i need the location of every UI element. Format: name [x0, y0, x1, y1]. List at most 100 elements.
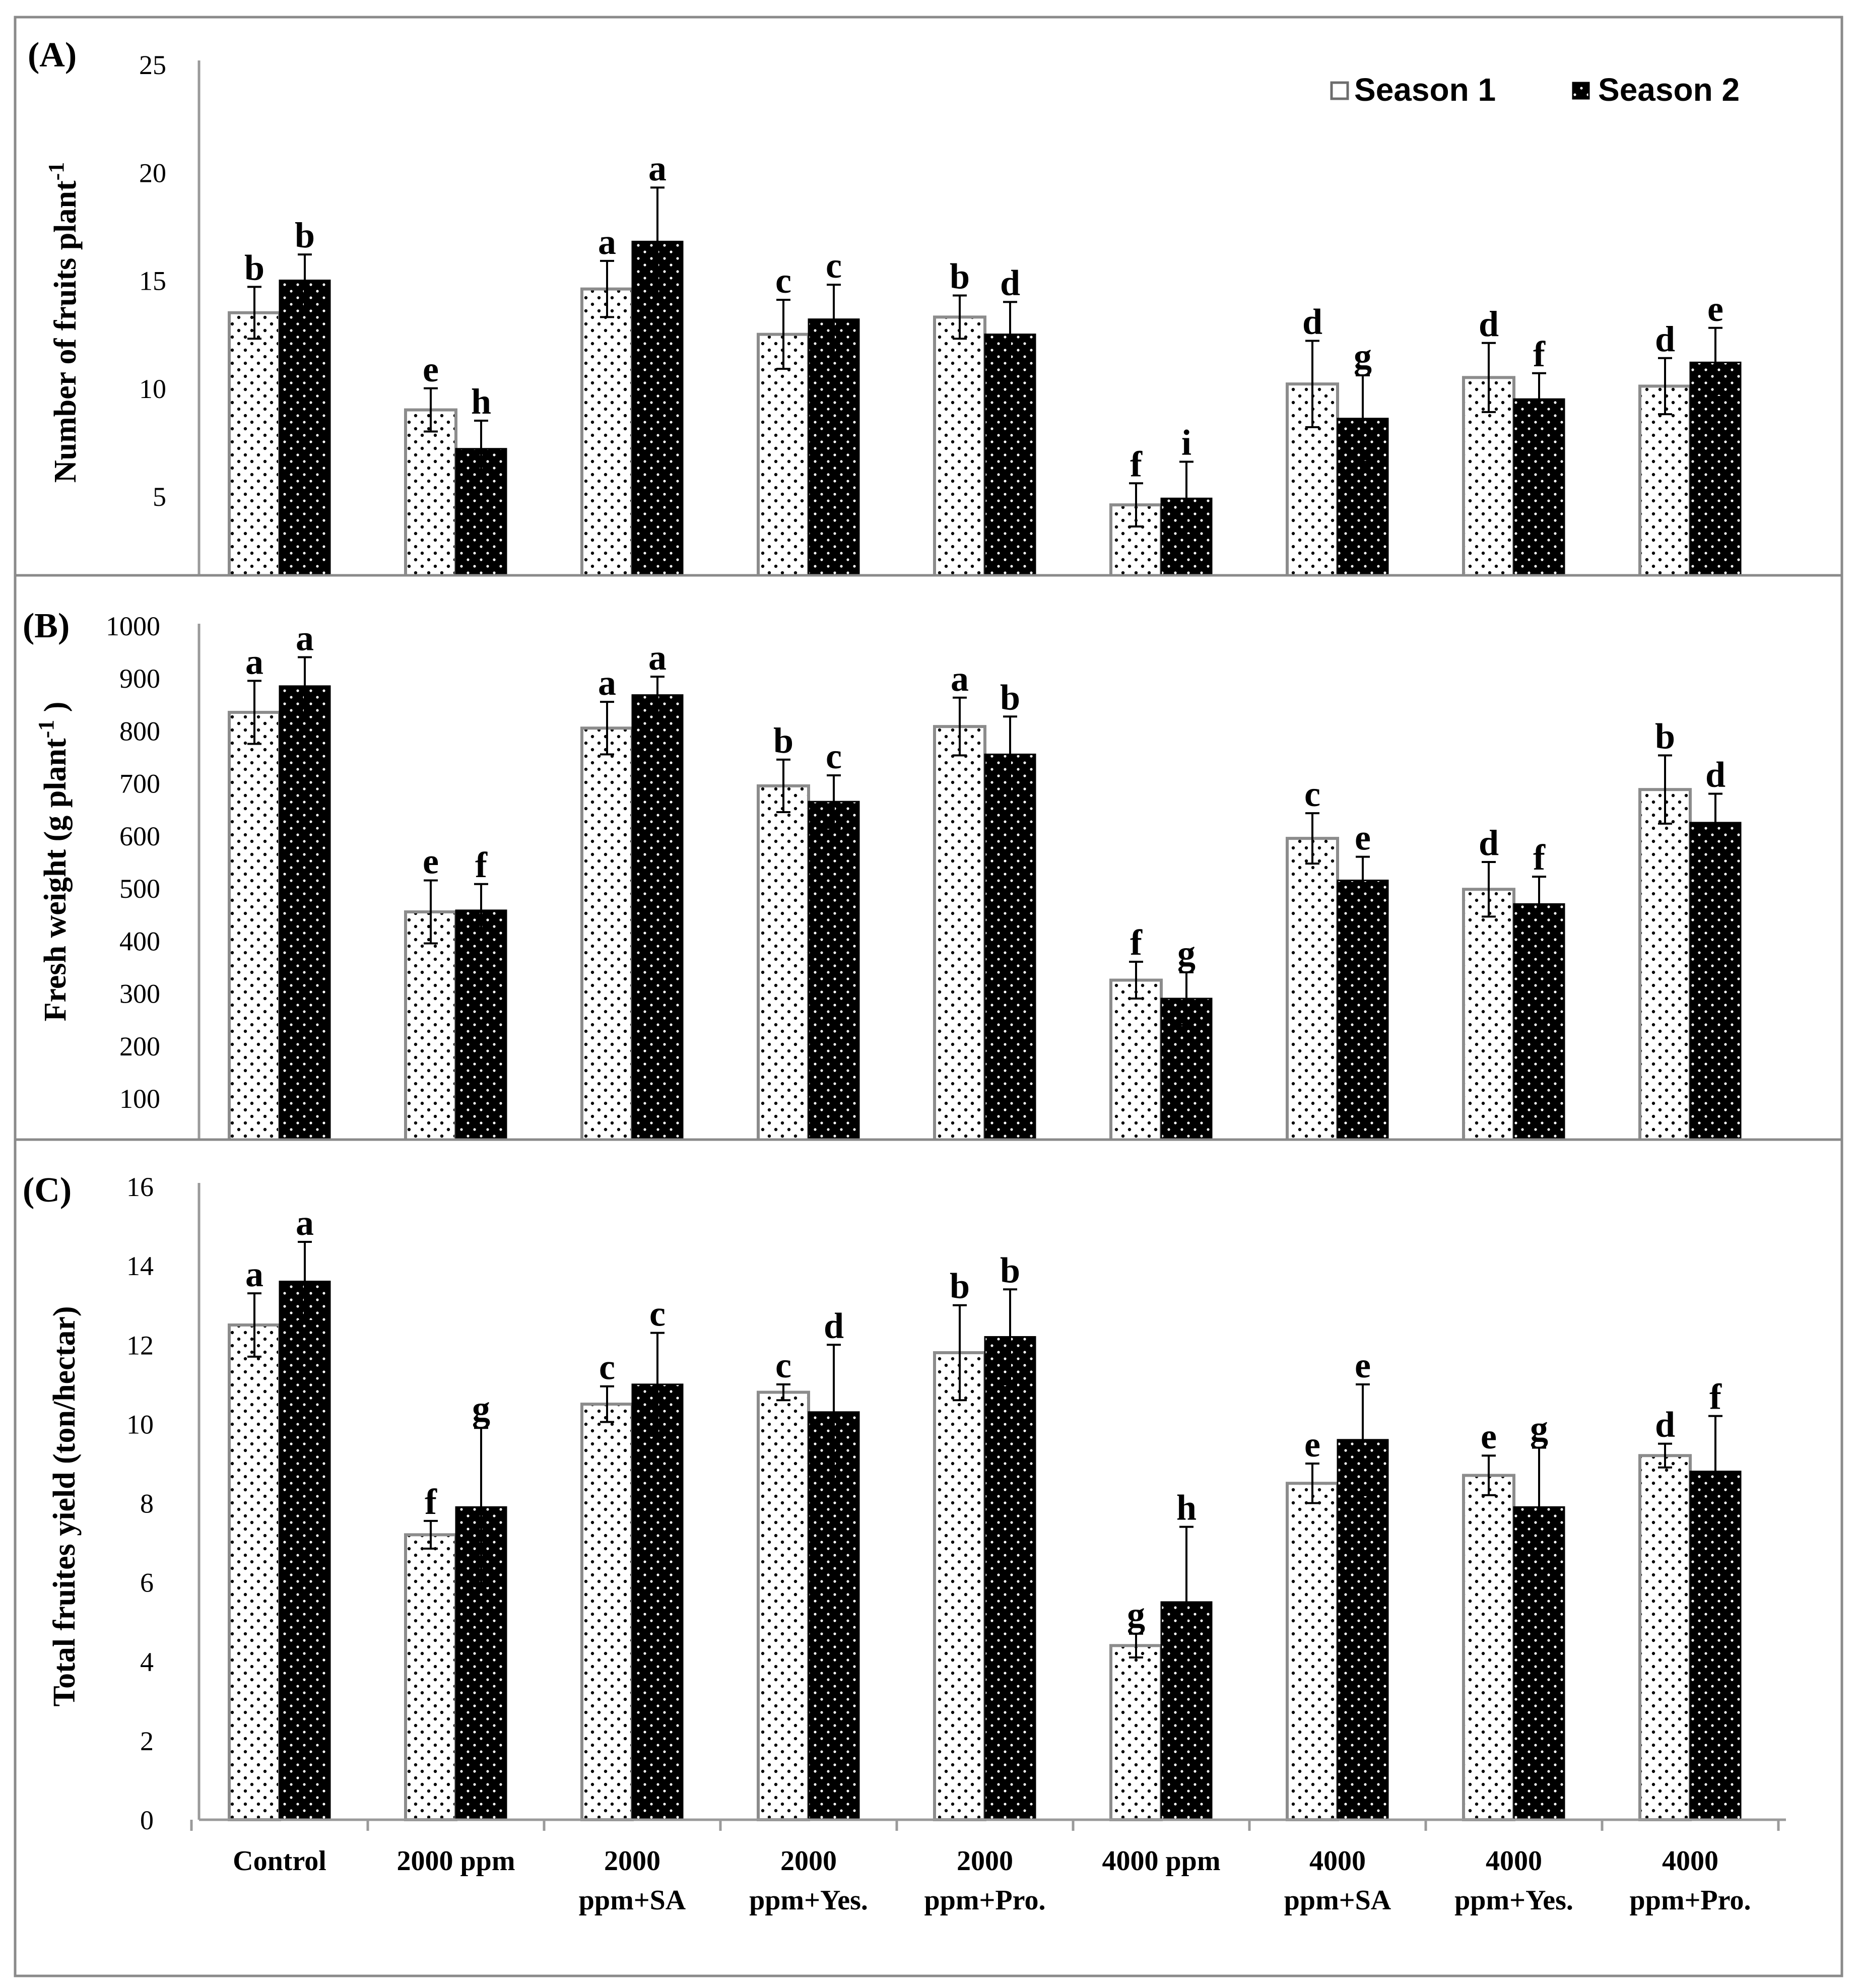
bar-season-1: [580, 726, 634, 1142]
legend-swatch-season-1: [1330, 81, 1349, 100]
significance-letter: c: [826, 245, 842, 286]
significance-letter: e: [1707, 289, 1723, 329]
y-tick-label: 1000: [106, 611, 160, 641]
significance-letter: b: [1000, 677, 1020, 717]
significance-letter: b: [950, 1266, 970, 1306]
x-category-label: 4000 ppm+SA: [1284, 1845, 1391, 1916]
bar-season-1: [228, 1323, 281, 1821]
y-tick-label: 0: [140, 1805, 154, 1835]
significance-letter: h: [471, 381, 491, 422]
significance-letter: h: [1176, 1488, 1197, 1528]
y-tick-label: 6: [140, 1568, 154, 1598]
bar-season-2: [984, 753, 1036, 1142]
panel-label: (C): [23, 1171, 72, 1210]
bar-season-2: [1689, 822, 1742, 1142]
significance-letter: a: [648, 637, 667, 678]
panel-label: (B): [23, 607, 70, 645]
panel-b: (B) 100 200 300 400 500 600 700 800 900 1000 Fresh …: [23, 607, 1742, 1142]
bar-season-2: [1337, 879, 1389, 1142]
y-tick-label: 12: [126, 1330, 154, 1360]
x-category-label: 2000 ppm+SA: [579, 1845, 686, 1916]
significance-letter: b: [950, 256, 970, 296]
x-category-label: 4000 ppm+Yes.: [1454, 1845, 1573, 1916]
significance-letter: f: [1533, 334, 1546, 374]
bar-season-1: [1462, 1474, 1515, 1822]
significance-letter: f: [1130, 922, 1143, 963]
significance-letter: b: [1000, 1250, 1020, 1290]
bar-season-1: [1638, 788, 1692, 1142]
y-tick-label: 10: [139, 374, 166, 404]
significance-letter: f: [1709, 1377, 1722, 1417]
bar-season-2: [1337, 1439, 1389, 1821]
significance-letter: b: [773, 720, 793, 761]
significance-letter: e: [423, 349, 439, 389]
legend: Season 1 Season 2: [1330, 72, 1740, 108]
y-tick-label: 20: [139, 158, 166, 188]
y-tick-label: 2: [140, 1726, 154, 1756]
significance-letter: i: [1181, 422, 1191, 462]
bar-season-1: [580, 1403, 634, 1821]
bar-season-1: [757, 784, 810, 1142]
y-tick-label: 15: [139, 266, 166, 296]
legend-label-season-1: Season 1: [1354, 72, 1496, 108]
bar-season-1: [1286, 837, 1339, 1142]
y-axis-title: Total fruites yield (ton/hectar): [47, 1306, 82, 1707]
panel-label: (A): [28, 36, 77, 75]
bar-season-1: [933, 315, 986, 579]
significance-letter: a: [296, 1203, 314, 1243]
significance-letter: g: [472, 1388, 490, 1429]
x-category-label: 4000 ppm: [1102, 1845, 1221, 1877]
y-tick-label: 25: [139, 50, 166, 80]
significance-letter: d: [1000, 262, 1020, 303]
y-tick-label: 10: [126, 1409, 154, 1439]
significance-letter: b: [1655, 716, 1675, 756]
y-tick-label: 600: [119, 821, 160, 851]
y-tick-label: 800: [119, 716, 160, 746]
significance-letter: d: [1302, 301, 1322, 342]
bar-season-1: [404, 408, 457, 579]
significance-letter: c: [599, 1347, 615, 1387]
bar-season-2: [808, 1411, 860, 1821]
y-tick-label: 300: [119, 979, 160, 1009]
x-category-label: 2000 ppm+Pro.: [924, 1845, 1046, 1916]
y-tick-label: 100: [119, 1084, 160, 1114]
significance-letter: c: [826, 736, 842, 776]
bar-season-1: [933, 725, 986, 1142]
bar-season-1: [228, 311, 281, 579]
significance-letter: a: [245, 1254, 263, 1294]
significance-letter: a: [296, 618, 314, 658]
x-category-label: 2000 ppm: [397, 1845, 515, 1877]
significance-letter: e: [423, 841, 439, 881]
y-tick-label: 4: [140, 1647, 154, 1677]
y-tick-label: 700: [119, 769, 160, 799]
significance-letter: f: [475, 845, 488, 885]
y-axis-title: Fresh weight (g plant-1 ): [34, 702, 73, 1022]
bar-season-2: [279, 1281, 331, 1821]
significance-letter: a: [648, 148, 667, 188]
bar-season-2: [1513, 903, 1565, 1142]
bar-season-1: [404, 1533, 457, 1822]
bar-season-1: [1109, 978, 1163, 1142]
y-tick-label: 5: [153, 482, 166, 512]
significance-letter: e: [1304, 1424, 1320, 1465]
y-tick-label: 400: [119, 926, 160, 956]
significance-letter: a: [598, 222, 616, 262]
y-tick-label: 8: [140, 1489, 154, 1519]
bar-season-1: [404, 910, 457, 1142]
significance-letter: e: [1481, 1416, 1497, 1456]
legend-swatch-season-2: [1572, 82, 1590, 100]
significance-letter: d: [1655, 1405, 1675, 1445]
significance-letter: e: [1355, 1345, 1371, 1385]
significance-letter: d: [824, 1305, 844, 1346]
bar-season-2: [631, 1383, 684, 1821]
significance-letter: g: [1530, 1409, 1548, 1449]
bar-season-2: [808, 801, 860, 1142]
x-category-label: 2000 ppm+Yes.: [749, 1845, 868, 1916]
x-category-label: 4000 ppm+Pro.: [1630, 1845, 1751, 1916]
bar-season-2: [279, 280, 331, 579]
significance-letter: a: [598, 662, 616, 703]
significance-letter: g: [1127, 1595, 1145, 1635]
significance-letter: c: [649, 1294, 666, 1334]
significance-letter: f: [1130, 444, 1143, 484]
